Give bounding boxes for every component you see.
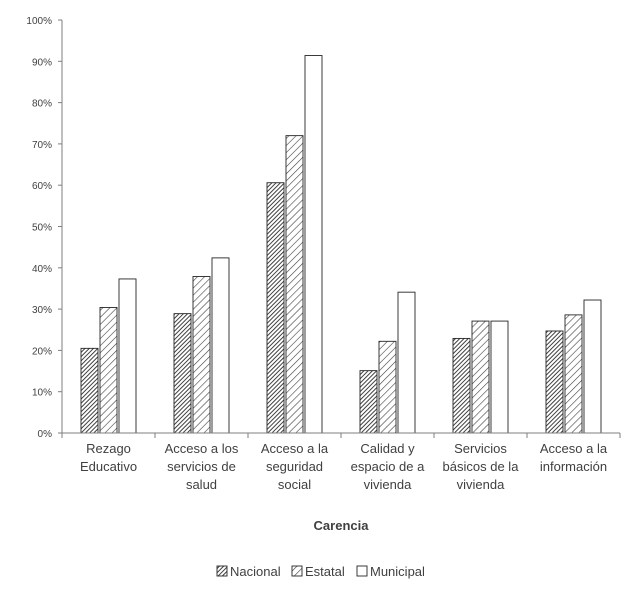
bar-nacional: [452, 337, 471, 434]
x-category-label: Acceso a la información: [540, 441, 608, 474]
bar-estatal: [192, 276, 211, 434]
legend-swatch-nacional: [216, 565, 228, 577]
x-axis-title: Carencia: [314, 518, 370, 533]
bar-municipal: [211, 257, 230, 434]
y-tick-label: 80%: [32, 99, 52, 110]
y-tick-label: 40%: [32, 264, 52, 275]
y-axis: 0% 10% 20% 30% 40% 50% 60% 70% 80% 90% 100%: [26, 16, 63, 440]
y-tick-label: 100%: [26, 16, 52, 27]
bar-municipal: [490, 320, 509, 434]
y-tick-label: 20%: [32, 346, 52, 357]
y-tick-label: 30%: [32, 305, 52, 316]
bar-municipal: [118, 278, 137, 434]
bars: [80, 55, 602, 434]
x-category-label: Rezago Educativo: [80, 441, 137, 474]
x-category-label: Acceso a los servicios de salud: [165, 441, 239, 492]
legend-label-estatal: Estatal: [305, 564, 345, 579]
x-axis: Rezago Educativo Acceso a los servicios de s…: [61, 432, 621, 492]
bar-estatal: [564, 314, 583, 434]
bar-nacional: [545, 330, 564, 434]
bar-nacional: [359, 370, 378, 434]
bar-nacional: [266, 182, 285, 434]
y-tick-label: 90%: [32, 57, 52, 68]
bar-municipal: [304, 55, 323, 434]
y-tick-label: 70%: [32, 140, 52, 151]
bar-estatal: [285, 135, 304, 434]
y-tick-label: 50%: [32, 223, 52, 234]
y-tick-label: 10%: [32, 388, 52, 399]
legend-swatch-estatal: [291, 565, 303, 577]
bar-estatal: [378, 340, 397, 434]
legend: Nacional Estatal Municipal: [216, 564, 425, 579]
y-tick-label: 60%: [32, 181, 52, 192]
bar-municipal: [583, 299, 602, 434]
bar-estatal: [471, 320, 490, 434]
legend-swatch-municipal: [356, 565, 368, 577]
bar-nacional: [173, 313, 192, 434]
x-category-label: Calidad y espacio de a vivienda: [351, 441, 425, 492]
bar-nacional: [80, 347, 99, 434]
legend-label-municipal: Municipal: [370, 564, 425, 579]
x-category-label: Servicios básicos de la vivienda: [443, 441, 520, 492]
x-category-label: Acceso a la seguridad social: [261, 441, 329, 492]
y-tick-label: 0%: [38, 429, 53, 440]
bar-municipal: [397, 291, 416, 434]
legend-label-nacional: Nacional: [230, 564, 281, 579]
bar-estatal: [99, 306, 118, 434]
